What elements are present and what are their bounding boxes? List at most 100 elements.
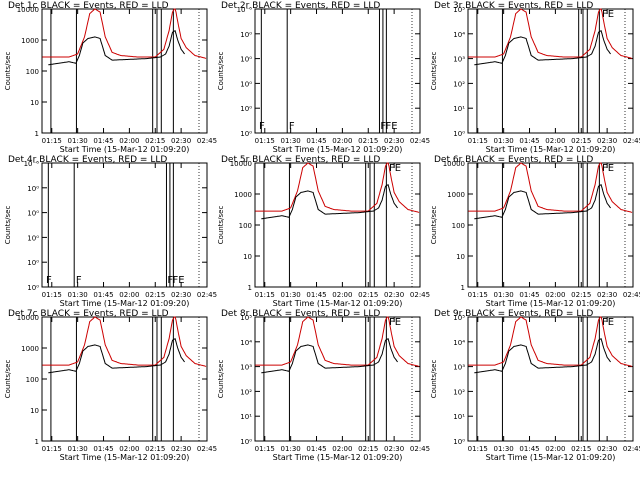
x-tick-label: 01:45 <box>306 445 326 453</box>
panel-title: Det 6r BLACK = Events, RED = LLD <box>434 155 593 165</box>
flag-annotation: FE <box>602 317 614 328</box>
x-tick-label: 01:15 <box>468 445 488 453</box>
x-tick-label: 02:45 <box>197 445 217 453</box>
panel-2: Det 2r BLACK = Events, RED = LLD 10⁰ 10⁰ 10… <box>217 1 430 154</box>
y-tick-label: 10¹ <box>240 413 252 421</box>
x-axis-label: Start Time (15-Mar-12 01:09:20) <box>60 299 190 308</box>
x-tick-label: 02:15 <box>145 445 165 453</box>
y-tick-label: 10³ <box>453 56 465 64</box>
y-tick-label: 10⁰ <box>27 210 39 218</box>
events-series-line <box>474 337 611 374</box>
x-tick-label: 01:30 <box>281 291 301 299</box>
x-tick-label: 02:00 <box>545 291 565 299</box>
y-axis-label: Counts/sec <box>4 52 12 91</box>
y-tick-label: 10⁰ <box>240 130 252 138</box>
x-tick-label: 02:30 <box>597 137 617 145</box>
x-axis-label: Start Time (15-Mar-12 01:09:20) <box>273 145 403 154</box>
y-tick-label: 10 <box>456 253 465 261</box>
y-tick-label: 10⁰ <box>240 80 252 88</box>
y-tick-label: 1 <box>35 438 39 446</box>
x-tick-label: 02:15 <box>358 445 378 453</box>
panel-5: Det 5r BLACK = Events, RED = LLD 1 10 100 10… <box>217 155 430 308</box>
y-tick-label: 10² <box>453 388 465 396</box>
x-tick-label: 01:15 <box>42 445 62 453</box>
y-tick-label: 10⁰ <box>27 234 39 242</box>
x-tick-label: 02:30 <box>171 445 191 453</box>
x-tick-label: 02:15 <box>145 137 165 145</box>
x-tick-label: 02:15 <box>571 445 591 453</box>
events-series-line <box>261 183 398 220</box>
y-axis-label: Counts/sec <box>4 360 12 399</box>
x-tick-label: 02:45 <box>623 291 640 299</box>
y-axis-label: Counts/sec <box>217 360 225 399</box>
panel-9: Det 9r BLACK = Events, RED = LLD 10⁰ 10¹ 10… <box>430 309 640 462</box>
plot-frame <box>41 8 208 134</box>
x-tick-label: 01:15 <box>255 291 275 299</box>
flag-annotation: FE <box>389 317 401 328</box>
x-axis-label: Start Time (15-Mar-12 01:09:20) <box>486 453 616 462</box>
x-tick-label: 02:00 <box>332 137 352 145</box>
y-tick-label: 10000 <box>17 314 39 322</box>
y-tick-label: 10000 <box>230 160 252 168</box>
y-tick-label: 10⁰ <box>453 130 465 138</box>
flag-annotation: FE <box>602 163 614 174</box>
x-tick-label: 02:00 <box>332 445 352 453</box>
x-tick-label: 01:45 <box>519 137 539 145</box>
y-tick-label: 1 <box>35 130 39 138</box>
x-tick-label: 02:15 <box>358 137 378 145</box>
panel-title: Det 4r BLACK = Events, RED = LLD <box>8 155 167 165</box>
plot-frame <box>254 8 421 134</box>
y-tick-label: 10³ <box>240 364 252 372</box>
lld-series-line <box>468 8 633 59</box>
x-tick-label: 02:30 <box>171 291 191 299</box>
y-tick-label: 10000 <box>17 6 39 14</box>
x-tick-label: 01:45 <box>93 445 113 453</box>
y-tick-label: 1000 <box>447 191 465 199</box>
plot-frame <box>467 316 634 442</box>
x-tick-label: 01:15 <box>42 291 62 299</box>
y-tick-label: 10⁰ <box>240 31 252 39</box>
lld-series-line <box>468 162 633 213</box>
y-tick-label: 10⁰ <box>240 56 252 64</box>
y-tick-label: 10¹ <box>453 105 465 113</box>
events-series-line <box>474 183 611 220</box>
plot-frame <box>41 316 208 442</box>
x-tick-label: 02:45 <box>197 137 217 145</box>
flag-annotation: F <box>76 275 82 286</box>
flag-annotation: F <box>380 121 386 132</box>
panel-6: Det 6r BLACK = Events, RED = LLD 1 10 100 10… <box>430 155 640 308</box>
y-tick-label: 10¹ <box>453 413 465 421</box>
y-axis-label: Counts/sec <box>430 52 438 91</box>
x-tick-label: 02:30 <box>384 137 404 145</box>
x-tick-label: 01:30 <box>68 137 88 145</box>
x-tick-label: 01:45 <box>93 291 113 299</box>
flag-annotation: FE <box>386 121 398 132</box>
y-tick-label: 10⁰ <box>27 259 39 267</box>
x-tick-label: 02:45 <box>623 445 640 453</box>
y-tick-label: 10⁵ <box>453 6 465 14</box>
plot-frame <box>467 162 634 288</box>
y-tick-label: 10⁰ <box>240 438 252 446</box>
y-tick-label: 10⁰ <box>240 105 252 113</box>
x-tick-label: 02:45 <box>410 291 430 299</box>
x-tick-label: 01:45 <box>519 291 539 299</box>
panel-4: Det 4r BLACK = Events, RED = LLD 10⁰ 10⁰ 10… <box>4 155 217 308</box>
y-tick-label: 10⁻⁶ <box>24 160 40 168</box>
y-tick-label: 1000 <box>21 37 39 45</box>
x-tick-label: 02:00 <box>545 137 565 145</box>
flag-annotation: FE <box>173 275 185 286</box>
plot-frame <box>41 162 208 288</box>
y-tick-label: 10⁰ <box>27 284 39 292</box>
x-tick-label: 02:45 <box>410 445 430 453</box>
x-axis-label: Start Time (15-Mar-12 01:09:20) <box>273 453 403 462</box>
y-tick-label: 10⁴ <box>453 339 465 347</box>
events-series-line <box>48 337 185 374</box>
x-tick-label: 02:30 <box>171 137 191 145</box>
x-tick-label: 01:30 <box>68 445 88 453</box>
y-axis-label: Counts/sec <box>4 206 12 245</box>
x-tick-label: 01:45 <box>306 137 326 145</box>
x-tick-label: 01:30 <box>494 445 514 453</box>
x-tick-label: 01:30 <box>68 291 88 299</box>
x-tick-label: 02:00 <box>332 291 352 299</box>
x-tick-label: 01:30 <box>281 445 301 453</box>
